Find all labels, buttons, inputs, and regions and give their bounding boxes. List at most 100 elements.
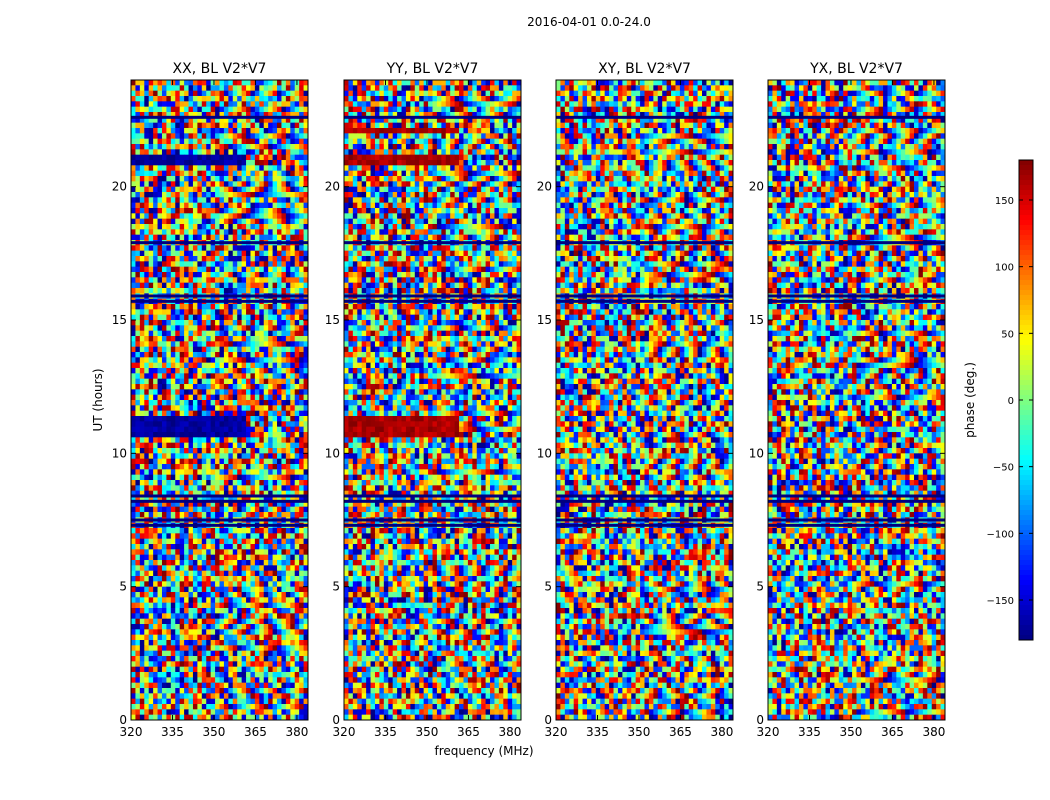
colorbar-segment [1019,225,1033,231]
gap-band [556,494,733,498]
colorbar-segment [1019,540,1033,546]
colorbar-segment [1019,615,1033,621]
colorbar-tick-label: 0 [1008,396,1014,407]
gap-band [344,499,521,503]
colorbar-segment [1019,470,1033,476]
gap-band [556,241,733,245]
panel-4: YX, BL V2*V7 320 335 350 365 380 0 5 10 15 20 [749,61,946,739]
gap-band [344,115,521,119]
x-tick-label: 320 [545,725,568,739]
colorbar-segment [1019,215,1033,221]
colorbar-segment [1019,430,1033,436]
gap-band [768,499,945,503]
colorbar-segment [1019,245,1033,251]
colorbar-segment [1019,165,1033,171]
colorbar-segment [1019,605,1033,611]
colorbar-segment [1019,235,1033,241]
x-tick-label: 365 [669,725,692,739]
panel-title: YX, BL V2*V7 [809,61,903,77]
gap-band [131,494,308,498]
y-tick-label: 5 [332,580,340,594]
colorbar-segment [1019,250,1033,256]
colorbar-segment [1019,200,1033,206]
colorbar-segment [1019,375,1033,381]
panel-3: XY, BL V2*V7 320 335 350 365 380 0 5 10 15 20 [537,61,734,739]
colorbar-segment [1019,570,1033,576]
colorbar-segment [1019,325,1033,331]
y-axis-label: UT (hours) [91,368,105,431]
colorbar-segment [1019,345,1033,351]
y-tick-label: 20 [325,180,340,194]
y-tick-label: 10 [112,446,127,460]
suptitle: 2016-04-01 0.0-24.0 [527,15,651,29]
y-tick-label: 10 [325,446,340,460]
x-tick-label: 320 [333,725,356,739]
x-tick-label: 350 [416,725,439,739]
colorbar-segment [1019,330,1033,336]
colorbar-segment [1019,395,1033,401]
x-tick-label: 380 [285,725,308,739]
colorbar-segment [1019,460,1033,466]
gap-band [556,499,733,503]
gap-band [344,494,521,498]
y-tick-label: 5 [119,580,127,594]
colorbar-segment [1019,365,1033,371]
x-tick-label: 350 [840,725,863,739]
colorbar-segment [1019,590,1033,596]
panel-1: XX, BL V2*V7 320 335 350 365 380 0 5 10 15 20 [112,61,309,739]
colorbar-segment [1019,195,1033,201]
colorbar-segment [1019,585,1033,591]
y-tick-label: 5 [756,580,764,594]
x-tick-label: 365 [244,725,267,739]
y-tick-label: 20 [749,180,764,194]
colorbar-tick-label: 100 [995,263,1014,274]
colorbar-segment [1019,610,1033,616]
phase-image [768,80,945,720]
x-tick-label: 380 [710,725,733,739]
x-tick-label: 380 [922,725,945,739]
colorbar-segment [1019,320,1033,326]
gap-band [131,299,308,303]
colorbar-tick-label: −50 [993,463,1014,474]
colorbar-segment [1019,260,1033,266]
colorbar-segment [1019,355,1033,361]
colorbar-segment [1019,370,1033,376]
colorbar-segment [1019,310,1033,316]
x-tick-label: 320 [757,725,780,739]
gap-band [556,299,733,303]
colorbar-segment [1019,580,1033,586]
x-tick-label: 320 [120,725,143,739]
colorbar-segment [1019,205,1033,211]
gap-band [131,518,308,522]
colorbar-segment [1019,575,1033,581]
colorbar-segment [1019,435,1033,441]
colorbar-segment [1019,550,1033,556]
y-tick-label: 5 [544,580,552,594]
y-tick-label: 0 [756,713,764,727]
colorbar-segment [1019,595,1033,601]
colorbar-segment [1019,385,1033,391]
phase-image [131,80,308,720]
panel-title: YY, BL V2*V7 [386,61,479,77]
gap-band [768,518,945,522]
y-tick-label: 15 [749,313,764,327]
colorbar-segment [1019,530,1033,536]
gap-band [768,523,945,527]
y-tick-label: 10 [537,446,552,460]
colorbar-segment [1019,390,1033,396]
colorbar-segment [1019,305,1033,311]
phase-image [344,80,521,720]
colorbar-segment [1019,490,1033,496]
x-tick-label: 335 [586,725,609,739]
colorbar-segment [1019,275,1033,281]
y-tick-label: 0 [544,713,552,727]
colorbar-segment [1019,360,1033,366]
colorbar-segment [1019,510,1033,516]
panel-frame [343,79,522,721]
gap-band [768,241,945,245]
colorbar-segment [1019,635,1033,641]
gap-band [344,294,521,298]
colorbar-segment [1019,620,1033,626]
gap-band [131,294,308,298]
